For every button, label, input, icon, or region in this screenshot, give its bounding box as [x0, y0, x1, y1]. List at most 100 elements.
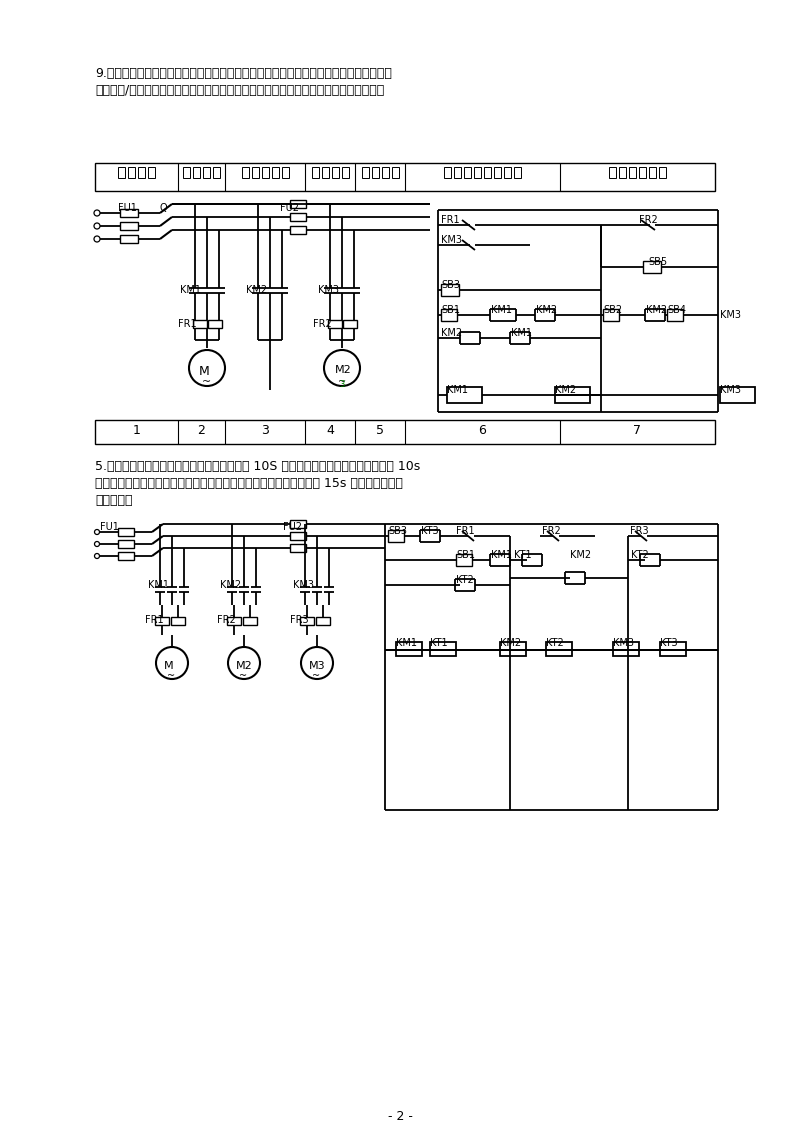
Bar: [300, 617, 314, 625]
Text: M3: M3: [309, 661, 326, 671]
Bar: [613, 642, 639, 657]
Bar: [391, 168, 398, 178]
Bar: [227, 617, 241, 625]
Bar: [193, 168, 200, 178]
Bar: [120, 222, 138, 230]
Bar: [388, 530, 404, 542]
Text: ~: ~: [202, 377, 211, 387]
Bar: [603, 309, 619, 321]
Bar: [282, 168, 289, 178]
Text: KT1: KT1: [514, 550, 532, 560]
Bar: [331, 168, 338, 178]
Text: FU1: FU1: [100, 522, 119, 532]
Bar: [474, 168, 481, 178]
Bar: [609, 168, 616, 178]
Bar: [271, 168, 278, 178]
Bar: [95, 163, 715, 191]
Bar: [290, 520, 306, 528]
Text: FR3: FR3: [630, 526, 649, 535]
Text: FU2: FU2: [283, 522, 302, 532]
Bar: [659, 168, 666, 178]
Bar: [546, 642, 572, 657]
Bar: [430, 642, 456, 657]
Text: KT3: KT3: [421, 526, 438, 535]
Text: KM2: KM2: [246, 285, 267, 295]
Text: ~: ~: [239, 671, 247, 681]
Text: KM3: KM3: [613, 638, 634, 648]
Text: 2: 2: [198, 424, 206, 437]
Text: FR1: FR1: [145, 615, 164, 625]
Text: KM2: KM2: [220, 580, 241, 590]
Text: KM1: KM1: [511, 328, 532, 338]
Text: SB3: SB3: [441, 280, 460, 290]
Text: KM2: KM2: [500, 638, 521, 648]
Bar: [118, 552, 134, 560]
Bar: [456, 554, 472, 566]
Bar: [639, 168, 646, 178]
Text: 5.设计一个控制电路，要求第一台电动机启动 10S 后，第二台电动机自行起动，运行 10s: 5.设计一个控制电路，要求第一台电动机启动 10S 后，第二台电动机自行起动，运…: [95, 460, 420, 473]
Text: KM3: KM3: [720, 310, 741, 320]
Bar: [95, 420, 715, 444]
Bar: [290, 226, 306, 234]
Bar: [514, 168, 521, 178]
Text: KM2: KM2: [555, 385, 576, 395]
Bar: [208, 320, 222, 328]
Text: 停止运行。: 停止运行。: [95, 494, 133, 507]
Bar: [342, 168, 349, 178]
Text: ~: ~: [312, 671, 320, 681]
Text: KM3: KM3: [720, 385, 741, 395]
Text: FR2: FR2: [639, 215, 658, 225]
Text: M: M: [199, 365, 210, 378]
Text: M2: M2: [335, 365, 352, 375]
Text: FR1: FR1: [441, 215, 460, 225]
Text: FR3: FR3: [290, 615, 309, 625]
Bar: [183, 168, 190, 178]
Bar: [720, 387, 755, 403]
Text: KT2: KT2: [546, 638, 564, 648]
Text: KM3: KM3: [318, 285, 339, 295]
Text: FR2: FR2: [313, 319, 332, 329]
Bar: [290, 532, 306, 540]
Text: KM3: KM3: [441, 235, 462, 245]
Text: FR1: FR1: [178, 319, 197, 329]
Text: KM1: KM1: [447, 385, 468, 395]
Text: KM1: KM1: [396, 638, 417, 648]
Text: 后，第一台电动机停止运行并同时使第三台电动机自行起动，再运行 15s 后，电动机全部: 后，第一台电动机停止运行并同时使第三台电动机自行起动，再运行 15s 后，电动机…: [95, 477, 403, 490]
Text: KM1: KM1: [491, 305, 512, 315]
Bar: [343, 320, 357, 328]
Text: KT2: KT2: [631, 550, 649, 560]
Bar: [118, 540, 134, 548]
Bar: [494, 168, 501, 178]
Text: FU1: FU1: [118, 203, 137, 213]
Text: 6: 6: [478, 424, 486, 437]
Text: M2: M2: [236, 661, 253, 671]
Text: Q: Q: [160, 203, 168, 213]
Bar: [328, 320, 342, 328]
Bar: [120, 209, 138, 217]
Text: SB5: SB5: [648, 257, 667, 267]
Bar: [504, 168, 511, 178]
Text: FR2: FR2: [217, 615, 236, 625]
Bar: [242, 168, 249, 178]
Text: KM2: KM2: [441, 328, 462, 338]
Text: KM1: KM1: [148, 580, 169, 590]
Bar: [382, 168, 389, 178]
Text: FR1: FR1: [456, 526, 474, 535]
Text: SB3: SB3: [388, 526, 407, 535]
Bar: [362, 168, 369, 178]
Bar: [454, 168, 461, 178]
Text: KT1: KT1: [430, 638, 448, 648]
Text: KT2: KT2: [456, 575, 474, 585]
Bar: [441, 284, 459, 295]
Bar: [171, 617, 185, 625]
Text: SB1: SB1: [441, 305, 460, 315]
Text: 7: 7: [634, 424, 642, 437]
Bar: [555, 387, 590, 403]
Bar: [441, 309, 457, 321]
Bar: [262, 168, 269, 178]
Bar: [203, 168, 210, 178]
Text: 3: 3: [261, 424, 269, 437]
Text: 主轴能正/反转并能单独停车，设有短路、失电压及过载保护等。绘出电气控制原理图。: 主轴能正/反转并能单独停车，设有短路、失电压及过载保护等。绘出电气控制原理图。: [95, 84, 384, 97]
Text: 5: 5: [376, 424, 384, 437]
Text: KM1: KM1: [491, 550, 512, 560]
